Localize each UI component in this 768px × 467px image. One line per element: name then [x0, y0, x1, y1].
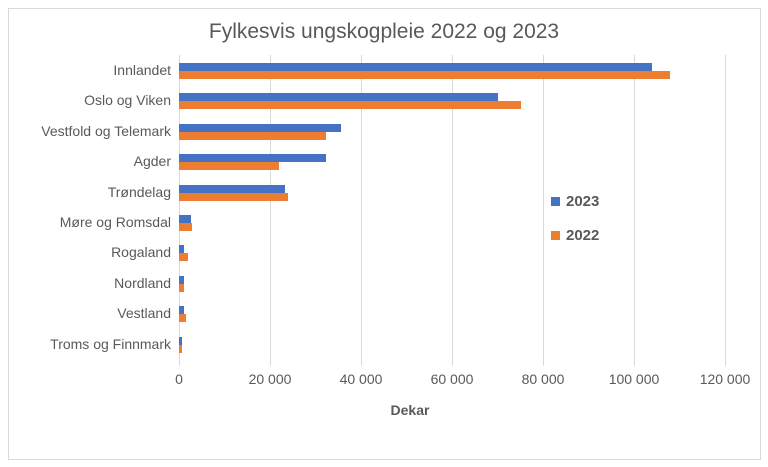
bar-2022 — [179, 284, 184, 292]
bar-2023 — [179, 93, 498, 101]
bar-2022 — [179, 314, 187, 322]
legend-item-2023: 2023 — [551, 193, 599, 210]
chart-title: Fylkesvis ungskogpleie 2022 og 2023 — [208, 20, 560, 43]
bar-2023 — [179, 154, 326, 162]
legend-swatch-2023 — [551, 197, 560, 206]
category-label: Rogaland — [111, 244, 171, 260]
bar-2022 — [179, 193, 289, 201]
x-tick-label: 120 000 — [699, 371, 751, 387]
legend-label-2022: 2022 — [566, 227, 600, 244]
legend-item-2022: 2022 — [551, 227, 599, 244]
x-tick-label: 100 000 — [608, 371, 660, 387]
x-tick-label: 40 000 — [339, 371, 383, 387]
category-label: Vestfold og Telemark — [41, 123, 171, 139]
bar-2023 — [179, 215, 191, 223]
gridline — [179, 55, 180, 366]
bar-2022 — [179, 132, 327, 140]
legend-swatch-2022 — [551, 231, 560, 240]
x-tick-label: 80 000 — [521, 371, 565, 387]
bar-2023 — [179, 185, 286, 193]
x-tick-label: 0 — [175, 371, 183, 387]
bar-2022 — [179, 162, 280, 170]
bar-2022 — [179, 71, 671, 79]
x-axis-label: Dekar — [390, 402, 430, 418]
bar-2022 — [179, 101, 522, 109]
legend-label-2023: 2023 — [566, 193, 600, 210]
gridline — [725, 55, 726, 366]
chart-frame — [8, 8, 761, 460]
category-label: Møre og Romsdal — [59, 214, 171, 230]
bar-2022 — [179, 223, 193, 231]
gridline — [634, 55, 635, 366]
bar-2022 — [179, 345, 183, 353]
x-tick-label: 20 000 — [248, 371, 292, 387]
bar-2023 — [179, 124, 341, 132]
bar-2023 — [179, 245, 185, 253]
bar-2023 — [179, 337, 182, 345]
category-label: Agder — [133, 153, 171, 169]
bar-2023 — [179, 306, 184, 314]
gridline — [452, 55, 453, 366]
category-label: Vestland — [117, 305, 171, 321]
bar-2023 — [179, 63, 653, 71]
gridline — [361, 55, 362, 366]
category-label: Nordland — [114, 275, 171, 291]
gridline — [543, 55, 544, 366]
bar-2022 — [179, 253, 189, 261]
bar-2023 — [179, 276, 185, 284]
category-label: Trøndelag — [107, 184, 171, 200]
category-label: Oslo og Viken — [84, 92, 171, 108]
category-label: Innlandet — [113, 62, 171, 78]
x-tick-label: 60 000 — [430, 371, 474, 387]
gridline — [270, 55, 271, 366]
category-label: Troms og Finnmark — [50, 336, 171, 352]
